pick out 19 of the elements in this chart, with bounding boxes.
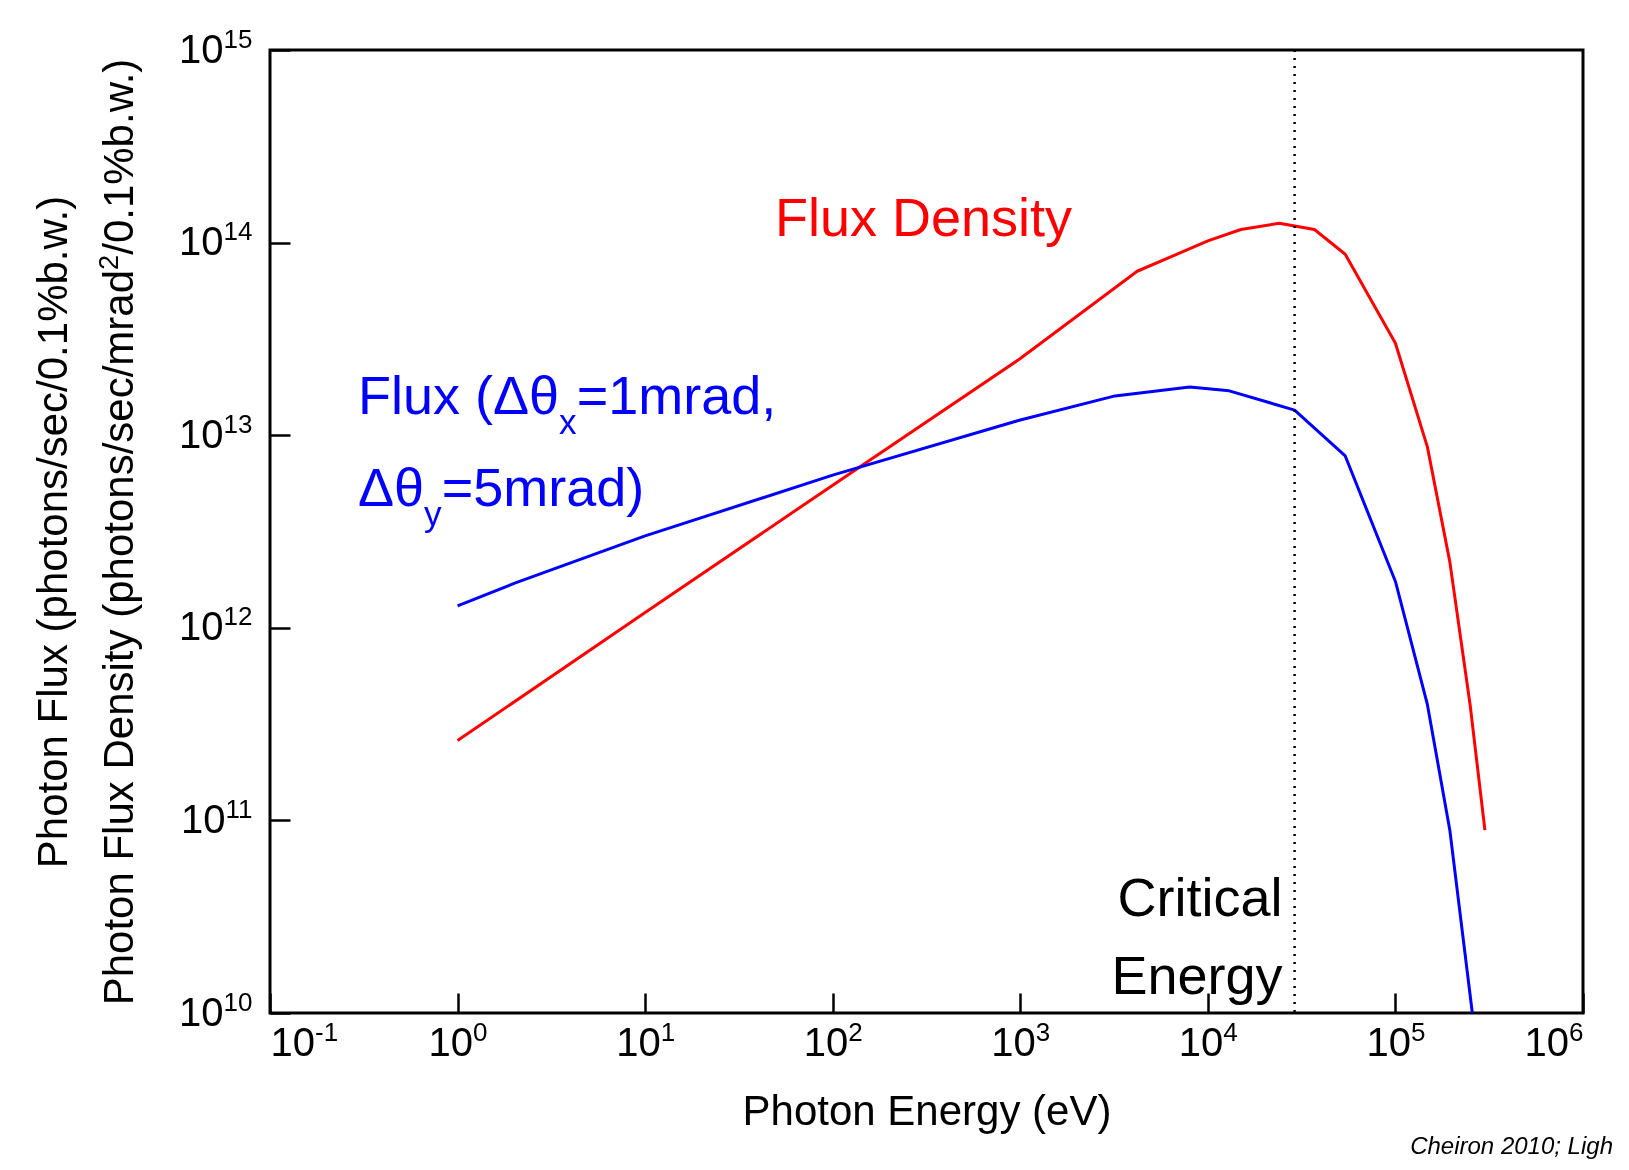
y-tick-label: 10$^{11}$ — [181, 793, 253, 841]
y-tick-label: 10$^{15}$ — [179, 23, 253, 71]
x-axis-title: Photon Energy (eV) — [742, 1086, 1112, 1134]
y-tick-label: 10$^{12}$ — [179, 601, 253, 649]
x-tick-label: 10$^{3}$ — [991, 1016, 1051, 1064]
text: Cheiron 2010; Ligh — [1410, 1132, 1613, 1159]
text: Flux (Δθ$_{x}$=1mrad, Δθ$_{y}$=5mrad) — [358, 365, 777, 533]
x-tick-label: 10$^{2}$ — [803, 1016, 863, 1064]
x-tick-label: 10$^{-1}$ — [270, 1016, 339, 1064]
y-tick-label: 10$^{10}$ — [179, 986, 253, 1034]
y-tick-label: 10$^{13}$ — [179, 408, 253, 456]
ref-line-label: Critical Energy — [1111, 867, 1283, 1005]
y-tick-label: 10$^{14}$ — [179, 216, 253, 264]
x-tick-label: 10$^{5}$ — [1366, 1016, 1426, 1064]
x-tick-label: 10$^{0}$ — [428, 1016, 488, 1064]
x-tick-label: 10$^{6}$ — [1524, 1016, 1584, 1064]
x-tick-label: 10$^{1}$ — [616, 1016, 676, 1064]
x-tick-label: 10$^{4}$ — [1178, 1016, 1238, 1064]
series-label: Flux Density — [775, 187, 1073, 247]
